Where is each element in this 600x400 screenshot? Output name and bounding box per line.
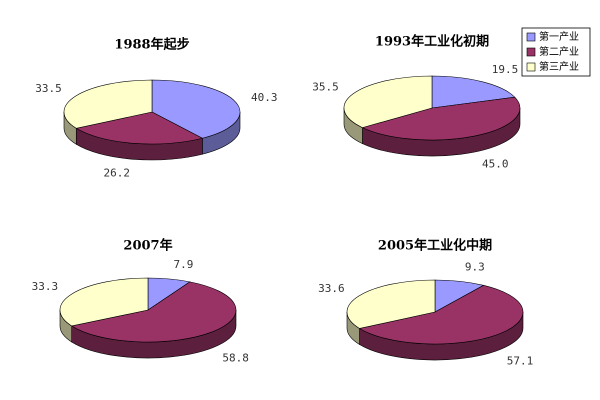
pie [59,277,237,359]
data-label: 45.0 [482,158,509,171]
pie-slice [361,96,521,141]
legend-label: 第一产业 [539,30,579,43]
legend-swatch [526,47,536,57]
chart-title: 2007年 [123,238,172,254]
pie-slice [343,75,433,128]
data-label: 35.5 [312,81,339,94]
pie [343,75,521,157]
data-label: 33.5 [35,82,62,95]
pie [63,79,241,161]
chart-title: 2005年工业化中期 [378,238,492,254]
legend-label: 第三产业 [539,60,579,73]
pie [346,279,524,361]
data-label: 57.1 [507,355,533,368]
data-label: 58.8 [222,351,249,364]
data-label: 9.3 [465,261,485,274]
data-label: 19.5 [492,63,519,76]
data-label: 33.3 [32,280,59,293]
legend-label: 第二产业 [539,45,579,58]
legend-swatch [526,32,536,42]
pie-slice [151,79,241,139]
legend-swatch [526,62,536,72]
pie-slice [346,279,436,329]
pie-slice [63,79,153,129]
data-label: 26.2 [103,166,130,179]
pie-slice [70,281,237,343]
pie-slice [75,111,204,145]
pie-slice [431,75,516,109]
pie-slice [358,284,524,345]
chart-title: 1993年工业化初期 [375,34,489,50]
data-label: 7.9 [174,258,194,271]
data-label: 33.6 [318,282,345,295]
chart-title: 1988年起步 [114,37,189,53]
pie-slice [59,277,149,327]
data-label: 40.3 [251,91,277,104]
